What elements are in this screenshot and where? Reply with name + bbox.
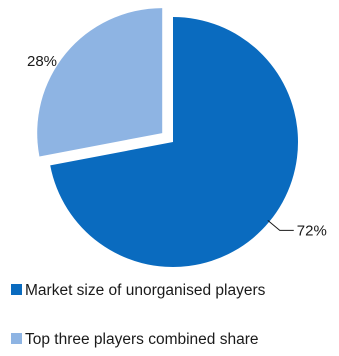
pie-labels: 72% 28% xyxy=(27,53,327,239)
legend-label-2: Top three players combined share xyxy=(25,331,259,348)
data-label-2: 28% xyxy=(27,53,57,70)
legend-label-1: Market size of unorganised players xyxy=(25,282,266,299)
data-label-1: 72% xyxy=(297,222,327,239)
pie-slice-2 xyxy=(37,8,163,157)
leader-line-1 xyxy=(267,220,294,231)
legend-swatch-1 xyxy=(11,284,22,295)
pie-slice-1 xyxy=(50,17,298,267)
legend-swatch-2 xyxy=(11,333,22,344)
pie-slices xyxy=(37,8,298,267)
legend: Market size of unorganised players Top th… xyxy=(11,282,266,348)
